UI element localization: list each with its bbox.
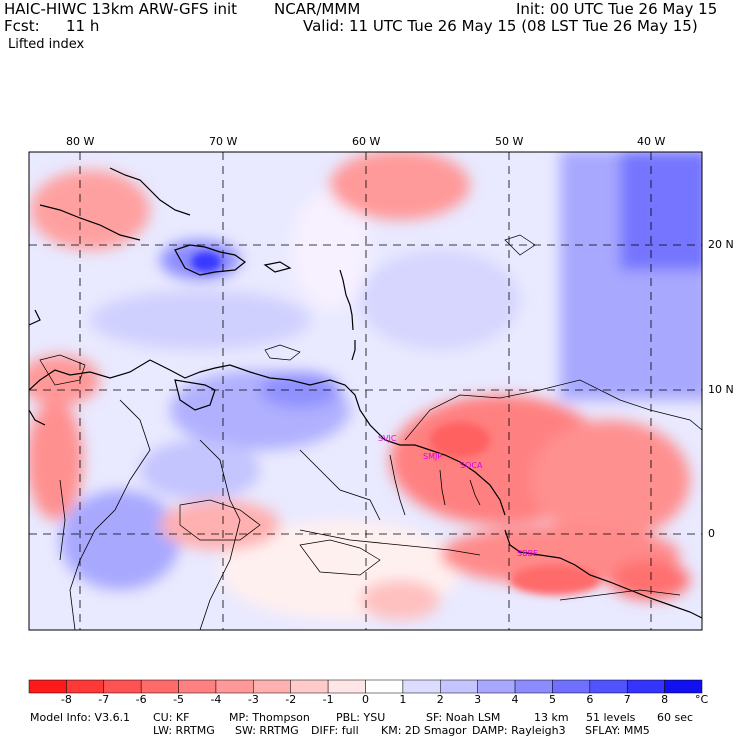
colorbar-swatch (402, 679, 441, 694)
colorbar-label: 5 (548, 693, 556, 706)
colorbar-swatch (103, 679, 142, 694)
footer-mp: MP: Thompson (229, 711, 310, 724)
colorbar-swatch (178, 679, 217, 694)
forecast-label: Fcst: (4, 17, 40, 35)
colorbar-label: 6 (586, 693, 594, 706)
footer-damp: DAMP: Rayleigh3 (472, 724, 566, 737)
footer-sf: SF: Noah LSM (426, 711, 501, 724)
footer-lw: LW: RRTMG (153, 724, 215, 737)
footer-model-info: Model Info: V3.6.1 (30, 711, 131, 724)
colorbar-unit: °C (695, 693, 709, 706)
init-time: Init: 00 UTC Tue 26 May 15 (516, 0, 718, 18)
country-borders (59, 399, 481, 630)
colorbar-label: -1 (322, 693, 334, 706)
colorbar-label: -3 (247, 693, 259, 706)
colorbar-swatch (626, 679, 665, 694)
lat-label-0: 0 (708, 527, 715, 540)
stations: SVJC SMJP SOCA SBBE (378, 434, 538, 558)
colorbar-swatch (365, 679, 404, 694)
footer-sw: SW: RRTMG (235, 724, 299, 737)
coastlines (29, 167, 702, 619)
colorbar-label: 7 (623, 693, 631, 706)
colorbar (28, 679, 703, 694)
field-name: Lifted index (8, 37, 85, 52)
colorbar-swatch (327, 679, 366, 694)
colorbar-swatch (253, 679, 291, 694)
colorbar-label: 1 (399, 693, 407, 706)
org-label: NCAR/MMM (274, 0, 361, 18)
model-title: HAIC-HIWC 13km ARW-GFS init (4, 0, 238, 18)
colorbar-label: 2 (436, 693, 444, 706)
station-soca: SOCA (460, 461, 483, 470)
colorbar-label: -4 (210, 693, 222, 706)
valid-time: Valid: 11 UTC Tue 26 May 15 (08 LST Tue … (303, 17, 698, 35)
colorbar-swatch (589, 679, 628, 694)
footer-pbl: PBL: YSU (336, 711, 386, 724)
footer-sflay: SFLAY: MM5 (585, 724, 650, 737)
lon-label-40w: 40 W (637, 135, 666, 148)
colorbar-label: 4 (511, 693, 519, 706)
colorbar-swatch (552, 679, 591, 694)
colorbar-swatch (66, 679, 105, 694)
station-svjc: SVJC (378, 434, 397, 443)
colorbar-label: 8 (661, 693, 669, 706)
colorbar-label: -6 (135, 693, 147, 706)
colorbar-label: -2 (285, 693, 297, 706)
station-smjp: SMJP (423, 452, 442, 461)
colorbar-swatch (28, 679, 67, 694)
lon-label-70w: 70 W (209, 135, 238, 148)
lat-label-20n: 20 N (708, 238, 734, 251)
footer-timestep: 60 sec (657, 711, 694, 724)
lon-label-60w: 60 W (352, 135, 381, 148)
colorbar-label: -7 (98, 693, 110, 706)
colorbar-swatch (290, 679, 329, 694)
colorbar-swatch (440, 679, 478, 694)
colorbar-label: -5 (173, 693, 185, 706)
station-sbbe: SBBE (517, 549, 538, 558)
footer-km: KM: 2D Smagor (381, 724, 467, 737)
footer-cu: CU: KF (153, 711, 190, 724)
lon-label-80w: 80 W (66, 135, 95, 148)
footer-diff: DIFF: full (311, 724, 359, 737)
colorbar-swatch (215, 679, 254, 694)
lon-label-50w: 50 W (495, 135, 524, 148)
footer-resolution: 13 km (534, 711, 569, 724)
colorbar-swatch (514, 679, 553, 694)
colorbar-label: 0 (362, 693, 369, 706)
lat-label-10n: 10 N (708, 383, 734, 396)
colorbar-swatch (140, 679, 179, 694)
colorbar-swatch (664, 679, 703, 694)
zero-contours (39, 234, 702, 601)
colorbar-label: 3 (474, 693, 482, 706)
colorbar-swatch (477, 679, 516, 694)
forecast-hour: 11 h (66, 17, 100, 35)
colorbar-label: -8 (60, 693, 72, 706)
field-shading: SVJC SMJP SOCA SBBE (29, 152, 702, 630)
footer-levels: 51 levels (586, 711, 636, 724)
graticule (29, 152, 702, 630)
